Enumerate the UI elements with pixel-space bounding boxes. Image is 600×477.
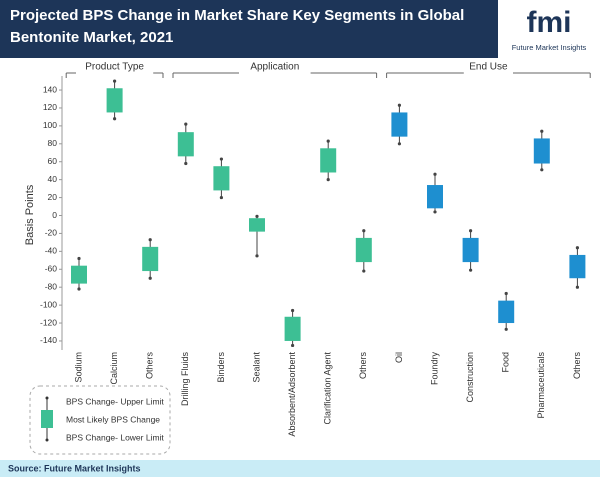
box — [355, 237, 372, 263]
source: Source: Future Market Insights — [8, 463, 141, 473]
lower-cap — [504, 327, 508, 331]
legend-label: BPS Change- Lower Limit — [66, 432, 164, 442]
lower-cap — [255, 254, 259, 258]
y-tick-label: 140 — [43, 84, 57, 94]
lower-cap — [362, 269, 366, 273]
upper-cap — [148, 238, 152, 242]
x-tick-label: Oil — [394, 352, 404, 363]
lower-cap — [148, 276, 152, 280]
x-tick-label: Construction — [465, 352, 475, 403]
box — [391, 112, 408, 137]
box — [320, 148, 337, 173]
x-tick-label: Others — [572, 352, 582, 380]
group-label: End Use — [469, 62, 508, 73]
y-tick-label: 100 — [43, 120, 57, 130]
x-tick-label: Clarification Agent — [323, 352, 333, 425]
logo-bg — [498, 0, 600, 58]
box — [213, 166, 230, 191]
lower-cap — [540, 168, 544, 172]
x-tick-label: Sodium — [73, 352, 83, 383]
legend-label: BPS Change- Upper Limit — [66, 396, 164, 406]
lower-cap — [326, 178, 330, 182]
y-tick-label: 0 — [52, 210, 57, 220]
y-axis-label: Basis Points — [24, 184, 36, 245]
box — [177, 132, 194, 157]
x-tick-label: Binders — [216, 352, 226, 383]
x-tick-label: Sealant — [251, 352, 261, 383]
upper-cap — [433, 172, 437, 176]
upper-cap — [469, 229, 473, 233]
upper-cap — [504, 291, 508, 296]
y-tick-label: 120 — [43, 102, 57, 112]
y-tick-label: -100 — [40, 299, 57, 309]
footer-band — [0, 460, 600, 477]
box — [427, 185, 443, 209]
y-tick-label: 20 — [48, 192, 58, 202]
lower-cap — [291, 343, 295, 348]
lower-cap — [113, 117, 117, 121]
x-tick-label: Absorbent/Adsorbent — [287, 352, 297, 437]
lower-cap — [77, 287, 81, 291]
legend-swatch — [41, 410, 53, 428]
group-label-bg — [239, 66, 311, 80]
x-tick-label: Food — [501, 352, 511, 373]
upper-cap — [575, 246, 580, 250]
upper-cap — [540, 129, 544, 133]
y-tick-label: -120 — [40, 317, 57, 327]
upper-cap — [77, 256, 81, 261]
upper-cap — [255, 214, 259, 218]
lower-cap — [469, 268, 473, 272]
chart-title-line: Projected BPS Change in Market Share Key… — [10, 7, 464, 24]
lower-cap — [397, 142, 401, 146]
box — [284, 316, 301, 341]
logo-mark: fmi — [527, 6, 572, 39]
y-tick-label: -60 — [45, 264, 58, 274]
group-label: Product Type — [85, 62, 144, 73]
upper-cap — [113, 79, 117, 83]
lower-cap — [433, 210, 437, 214]
upper-cap — [397, 103, 401, 107]
y-tick-label: 40 — [48, 174, 58, 184]
y-tick-label: -140 — [40, 335, 57, 345]
x-tick-label: Foundry — [429, 352, 439, 386]
upper-cap — [291, 308, 295, 313]
group-label: Application — [250, 62, 299, 73]
upper-cap — [219, 157, 223, 161]
x-tick-label: Others — [358, 352, 368, 380]
chart-title-line: Bentonite Market, 2021 — [10, 29, 173, 46]
lower-cap — [219, 195, 223, 200]
x-tick-label: Others — [145, 352, 155, 380]
y-tick-label: 60 — [48, 156, 58, 166]
y-tick-label: -80 — [45, 281, 58, 291]
legend-cap — [45, 396, 49, 400]
box — [533, 138, 550, 164]
y-tick-label: -20 — [45, 228, 58, 238]
group-label-bg — [463, 66, 513, 80]
x-tick-label: Pharmaceuticals — [536, 352, 546, 419]
box — [569, 254, 586, 279]
y-tick-label: -40 — [45, 246, 58, 256]
box — [462, 237, 479, 263]
lower-cap — [184, 161, 188, 166]
box — [249, 218, 265, 232]
box — [71, 265, 87, 284]
box — [498, 300, 515, 324]
upper-cap — [184, 122, 188, 126]
y-tick-label: 80 — [48, 138, 58, 148]
x-tick-label: Calcium — [109, 352, 119, 385]
lower-cap — [575, 285, 580, 289]
legend-cap — [45, 438, 49, 442]
legend-box — [29, 385, 171, 455]
logo-text: Future Market Insights — [512, 43, 587, 52]
x-tick-label: Drilling Fluids — [180, 352, 190, 407]
upper-cap — [362, 229, 366, 233]
group-label-bg — [76, 66, 154, 80]
box — [142, 246, 159, 272]
upper-cap — [326, 139, 330, 143]
legend-label: Most Likely BPS Change — [66, 414, 160, 424]
box — [106, 88, 123, 113]
